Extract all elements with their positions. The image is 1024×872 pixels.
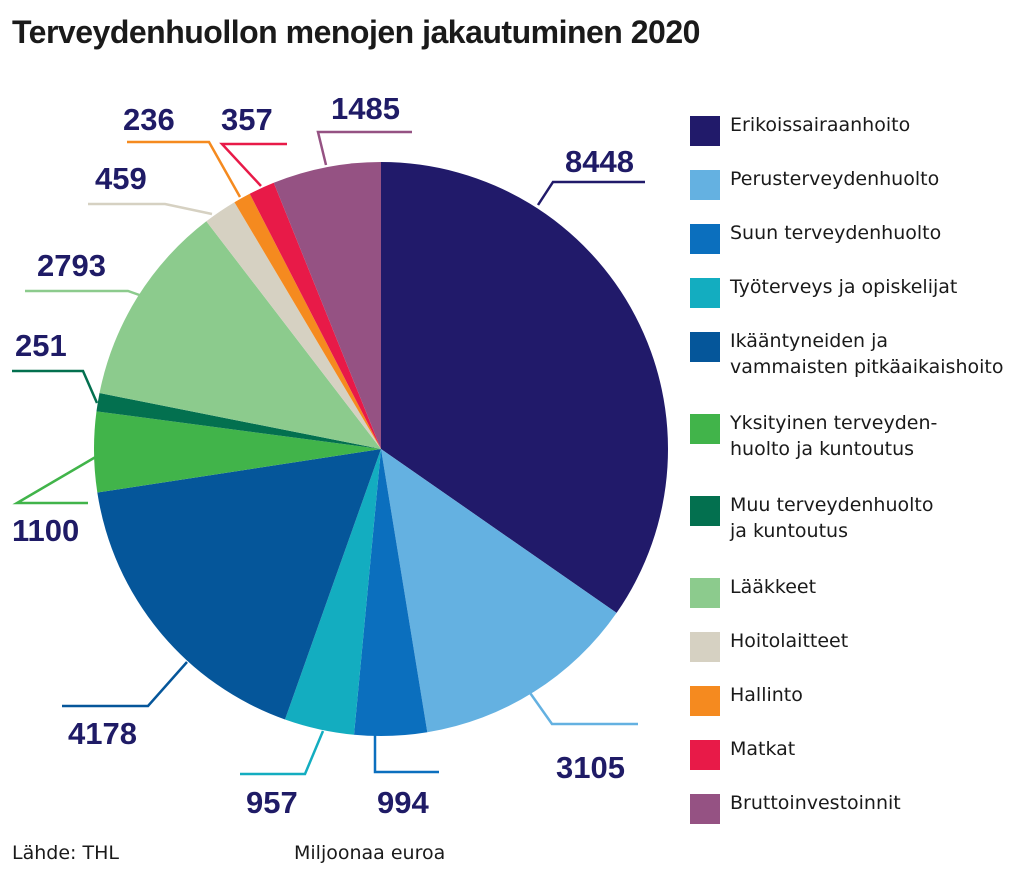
legend-label: Lääkkeet xyxy=(730,576,817,598)
legend-label: Erikoissairaanhoito xyxy=(730,114,911,136)
legend-label: Hoitolaitteet xyxy=(730,630,849,652)
value-label-suun-terveydenhuolto: 994 xyxy=(377,785,429,820)
pie-slice-suun-terveydenhuolto xyxy=(353,449,428,737)
pie-slice-ikaantyneiden-ja-vammaisten-pitkaaikaishoito xyxy=(97,449,381,720)
legend-item-matkat: Matkat xyxy=(690,736,795,770)
chart-title: Terveydenhuollon menojen jakautuminen 20… xyxy=(12,14,700,50)
leader-line-erikoissairaanhoito xyxy=(536,180,645,206)
legend-label: Bruttoinvestoinnit xyxy=(730,792,901,814)
value-label-perusterveydenhuolto: 3105 xyxy=(556,750,625,785)
leader-line-laakkeet xyxy=(25,289,146,299)
legend-swatch xyxy=(690,414,720,444)
unit-note: Miljoonaa euroa xyxy=(294,842,446,864)
leader-line-matkat xyxy=(219,142,287,187)
value-label-bruttoinvestoinnit: 1485 xyxy=(331,91,400,126)
leader-line-bruttoinvestoinnit xyxy=(316,130,412,166)
value-label-ikaantyneiden-ja-vammaisten-pitkaaikaishoito: 4178 xyxy=(68,716,137,751)
legend-item-laakkeet: Lääkkeet xyxy=(690,574,816,608)
legend-swatch xyxy=(690,170,720,200)
pie-slice-yksityinen-terveyden-huolto-ja-kuntoutus xyxy=(94,411,381,493)
leader-line-perusterveydenhuolto xyxy=(526,689,638,726)
legend-label: Perusterveydenhuolto xyxy=(730,168,940,190)
leader-line-suun-terveydenhuolto xyxy=(373,733,439,774)
legend-label: Ikääntyneiden ja vammaisten pitkäaikaish… xyxy=(730,330,1004,378)
legend-item-perusterveydenhuolto: Perusterveydenhuolto xyxy=(690,166,939,200)
value-label-laakkeet: 2793 xyxy=(37,248,106,283)
legend-swatch xyxy=(690,224,720,254)
legend-swatch xyxy=(690,578,720,608)
legend-swatch xyxy=(690,686,720,716)
leader-line-yksityinen-terveyden-huolto-ja-kuntoutus xyxy=(12,453,100,505)
legend-swatch xyxy=(690,794,720,824)
value-label-erikoissairaanhoito: 8448 xyxy=(565,144,634,179)
leader-line-hallinto xyxy=(127,140,242,198)
legend-item-tyoterveys-ja-opiskelijat: Työterveys ja opiskelijat xyxy=(690,274,957,308)
legend-item-muu-terveydenhuolto-ja-kuntoutus: Muu terveydenhuolto ja kuntoutus xyxy=(690,492,934,544)
pie-slice-tyoterveys-ja-opiskelijat xyxy=(285,449,381,735)
pie-slice-bruttoinvestoinnit xyxy=(273,162,381,449)
legend-swatch xyxy=(690,278,720,308)
value-label-hoitolaitteet: 459 xyxy=(95,161,147,196)
value-label-muu-terveydenhuolto-ja-kuntoutus: 251 xyxy=(15,328,67,363)
legend-label: Suun terveydenhuolto xyxy=(730,222,942,244)
value-label-matkat: 357 xyxy=(221,102,273,137)
pie-slice-hallinto xyxy=(234,193,381,449)
leader-line-tyoterveys-ja-opiskelijat xyxy=(240,730,325,776)
legend-item-hoitolaitteet: Hoitolaitteet xyxy=(690,628,848,662)
legend-swatch xyxy=(690,496,720,526)
source-note: Lähde: THL xyxy=(12,842,119,864)
legend-item-bruttoinvestoinnit: Bruttoinvestoinnit xyxy=(690,790,901,824)
pie-slice-matkat xyxy=(249,182,381,450)
pie-slice-erikoissairaanhoito xyxy=(381,162,669,613)
legend-swatch xyxy=(690,632,720,662)
leader-line-ikaantyneiden-ja-vammaisten-pitkaaikaishoito xyxy=(62,661,188,708)
legend-item-yksityinen-terveyden-huolto-ja-kuntoutus: Yksityinen terveyden- huolto ja kuntoutu… xyxy=(690,410,937,462)
legend-label: Yksityinen terveyden- huolto ja kuntoutu… xyxy=(730,412,938,460)
legend-label: Työterveys ja opiskelijat xyxy=(730,276,958,298)
pie-slice-hoitolaitteet xyxy=(206,202,381,449)
legend-swatch xyxy=(690,740,720,770)
legend-label: Matkat xyxy=(730,738,796,760)
value-label-tyoterveys-ja-opiskelijat: 957 xyxy=(246,785,298,820)
legend-swatch xyxy=(690,332,720,362)
value-label-hallinto: 236 xyxy=(123,102,175,137)
pie-slice-perusterveydenhuolto xyxy=(381,449,617,733)
leader-line-muu-terveydenhuolto-ja-kuntoutus xyxy=(12,369,99,404)
legend-swatch xyxy=(690,116,720,146)
legend-label: Muu terveydenhuolto ja kuntoutus xyxy=(730,494,934,542)
pie-slice-muu-terveydenhuolto-ja-kuntoutus xyxy=(96,393,381,449)
legend-item-erikoissairaanhoito: Erikoissairaanhoito xyxy=(690,112,910,146)
leader-line-hoitolaitteet xyxy=(88,202,213,216)
legend-label: Hallinto xyxy=(730,684,803,706)
legend-item-hallinto: Hallinto xyxy=(690,682,803,716)
legend-item-ikaantyneiden-ja-vammaisten-pitkaaikaishoito: Ikääntyneiden ja vammaisten pitkäaikaish… xyxy=(690,328,1003,380)
legend-item-suun-terveydenhuolto: Suun terveydenhuolto xyxy=(690,220,941,254)
value-label-yksityinen-terveyden-huolto-ja-kuntoutus: 1100 xyxy=(12,513,79,548)
pie-slice-laakkeet xyxy=(99,221,381,449)
